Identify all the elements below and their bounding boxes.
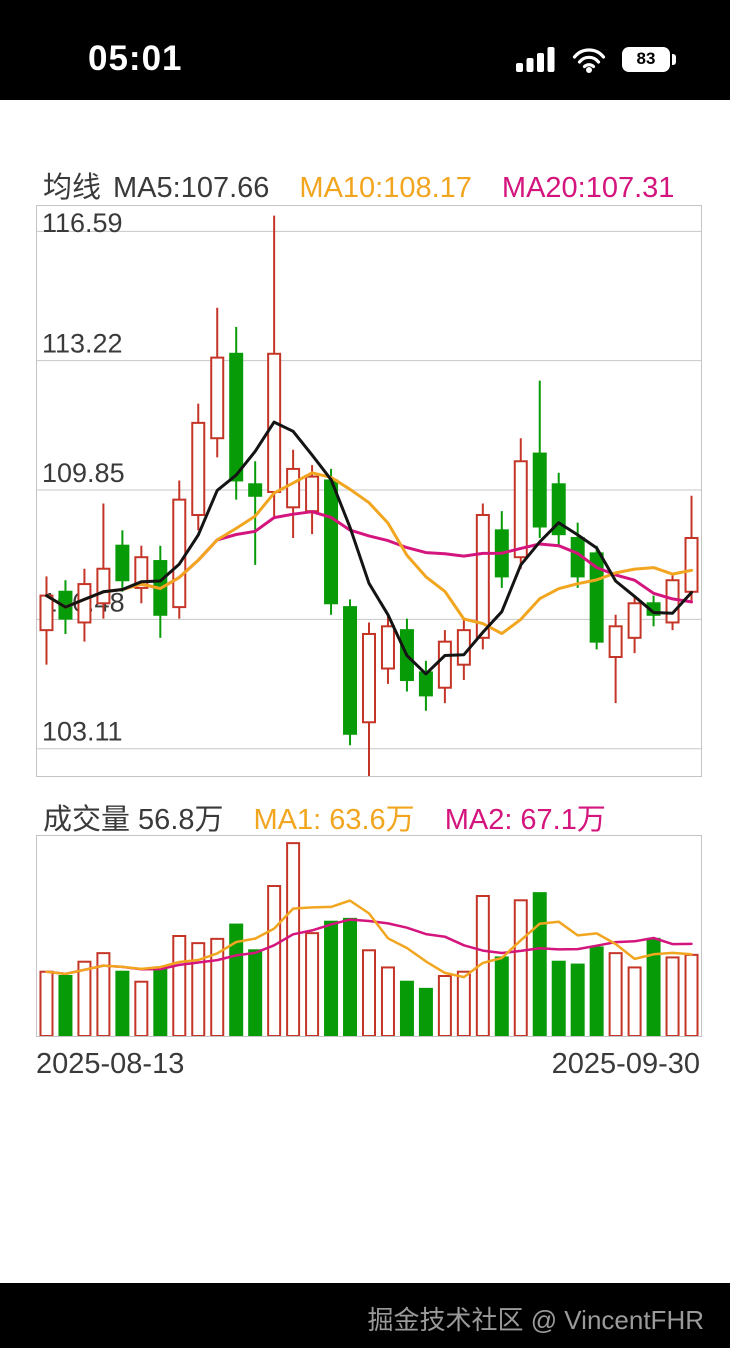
battery-percent: 83: [636, 49, 656, 68]
watermark: 掘金技术社区 @ VincentFHR: [367, 1305, 704, 1335]
vol-ma2-label: MA2: 67.1万: [444, 804, 606, 836]
svg-text:103.11: 103.11: [42, 717, 123, 747]
status-icons: 83: [516, 46, 676, 73]
indicator-label: 均线: [43, 172, 102, 204]
cellular-signal-icon: [516, 47, 555, 72]
status-bar: 05:01 83: [0, 0, 730, 100]
vol-ma1-label: MA1: 63.6万: [253, 804, 415, 836]
time-label: 05:01: [88, 39, 183, 78]
volume-chart[interactable]: [36, 835, 702, 1037]
ma10-label: MA10:108.17: [299, 172, 472, 204]
battery-icon: 83: [622, 46, 676, 72]
svg-text:113.22: 113.22: [42, 329, 123, 359]
svg-text:116.59: 116.59: [42, 208, 123, 238]
ma5-label: MA5:107.66: [113, 172, 270, 204]
volume-chart-header: 成交量 56.8万 MA1: 63.6万 MA2: 67.1万: [43, 796, 606, 838]
end-date-label: 2025-09-30: [551, 1048, 700, 1080]
start-date-label: 2025-08-13: [36, 1048, 185, 1080]
wifi-icon: [572, 47, 606, 73]
ma20-label: MA20:107.31: [501, 172, 675, 204]
content-panel: 均线 MA5:107.66 MA10:108.17 MA20:107.31 11…: [0, 100, 730, 1283]
volume-chart-svg[interactable]: [37, 836, 701, 1036]
svg-text:109.85: 109.85: [42, 458, 125, 488]
battery-nub: [672, 53, 676, 65]
x-axis-labels: 2025-08-13 2025-09-30: [36, 1048, 700, 1081]
volume-label: 成交量 56.8万: [43, 804, 224, 836]
price-chart-header: 均线 MA5:107.66 MA10:108.17 MA20:107.31: [43, 164, 674, 206]
